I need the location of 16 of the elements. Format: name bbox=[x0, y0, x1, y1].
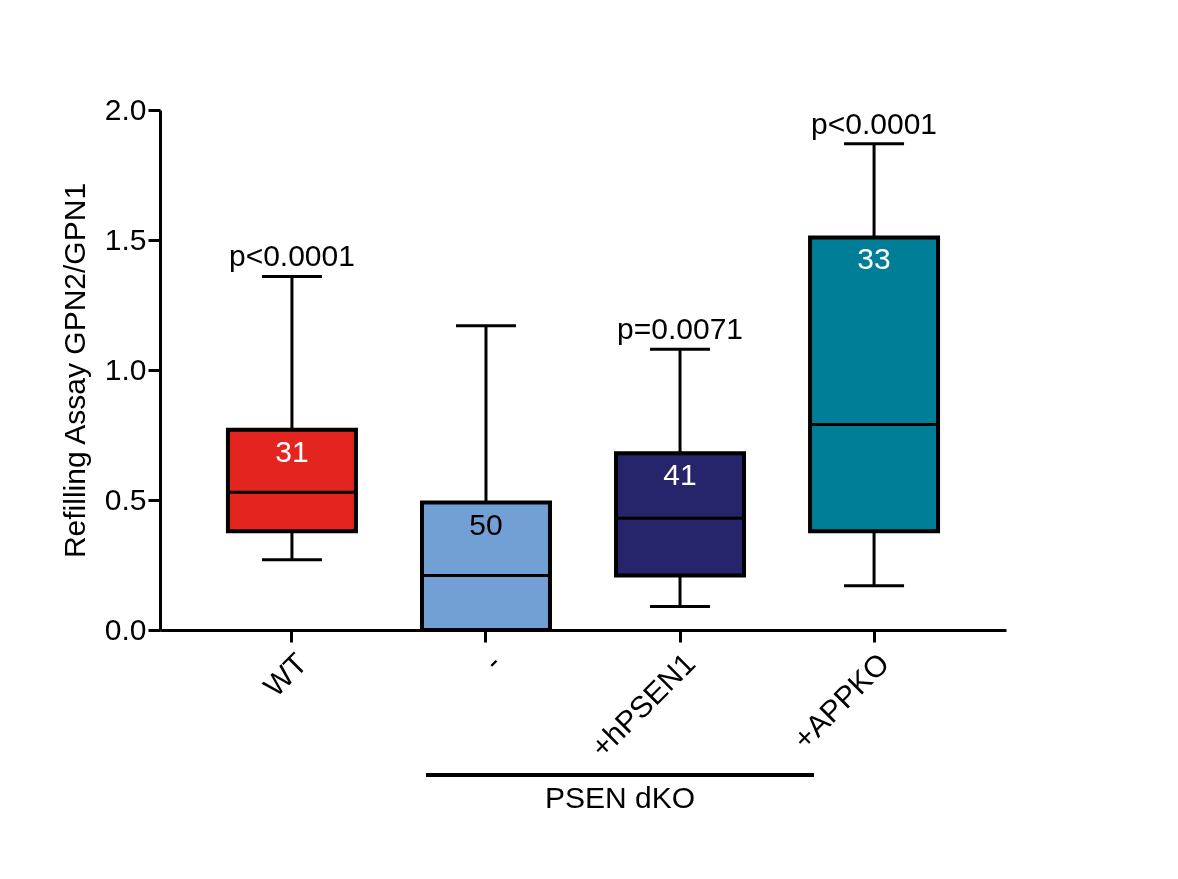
annotation: p<0.0001 bbox=[811, 106, 938, 140]
annotation: 31 bbox=[275, 434, 309, 468]
annotation: p=0.0071 bbox=[617, 312, 743, 346]
annotation: 41 bbox=[663, 458, 697, 492]
annotation: 50 bbox=[469, 507, 503, 541]
x-tick-label: WT bbox=[256, 646, 314, 703]
text: PSEN dKO bbox=[543, 781, 697, 816]
y-tick-label: 1.5 bbox=[104, 222, 147, 256]
y-tick-label: 2.0 bbox=[104, 92, 147, 126]
x-tick-label: - bbox=[476, 646, 508, 677]
y-tick-label: 0.0 bbox=[104, 612, 147, 646]
y-tick-label: 1.0 bbox=[104, 352, 147, 386]
y-tick-label: 0.5 bbox=[104, 482, 147, 516]
annotation: 33 bbox=[857, 242, 891, 276]
y-axis-title: Refilling Assay GPN2/GPN1 bbox=[57, 182, 91, 559]
annotation: p<0.0001 bbox=[228, 239, 355, 273]
